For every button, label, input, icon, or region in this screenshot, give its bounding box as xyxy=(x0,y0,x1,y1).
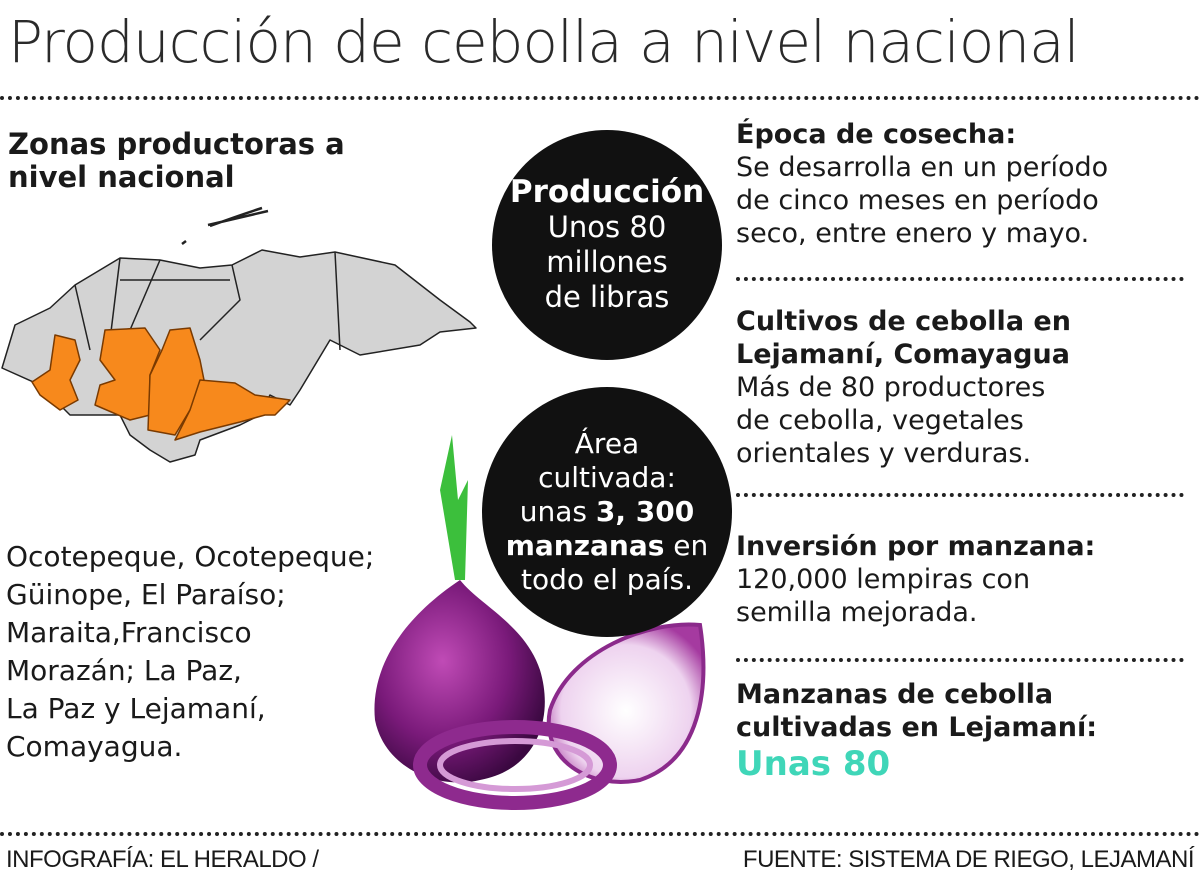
area-text: en xyxy=(664,529,709,562)
divider xyxy=(0,832,1200,836)
zone-line: La Paz y Lejamaní, xyxy=(6,692,266,725)
zones-list: Ocotepeque, Ocotepeque; Güinope, El Para… xyxy=(6,538,374,766)
section-text: Más de 80 productores xyxy=(736,372,1046,403)
section-text: semilla mejorada. xyxy=(736,597,978,628)
area-line: Área xyxy=(574,427,640,460)
divider xyxy=(736,493,1184,497)
honduras-map xyxy=(1,206,477,463)
section-text: Se desarrolla en un período xyxy=(736,152,1109,183)
section-text: 120,000 lempiras con xyxy=(736,564,1031,595)
credit: INFOGRAFÍA: EL HERALDO / xyxy=(6,846,319,873)
section-manzanas: Manzanas de cebolla cultivadas en Lejama… xyxy=(736,678,1156,784)
area-unit: manzanas xyxy=(505,529,665,562)
section-heading: Inversión por manzana: xyxy=(736,531,1096,562)
map-region-el-paraiso xyxy=(174,379,291,441)
divider xyxy=(736,658,1184,662)
area-line: unas 3, 300 xyxy=(482,495,732,529)
area-value: 3, 300 xyxy=(595,495,695,528)
onion-sprout xyxy=(440,435,468,580)
production-line: millones xyxy=(546,245,668,279)
area-line: cultivada: xyxy=(538,461,676,494)
map-region xyxy=(181,206,269,245)
divider xyxy=(0,96,1200,100)
zone-line: Comayagua. xyxy=(6,730,183,763)
section-text: de cinco meses en período xyxy=(736,185,1099,216)
zone-line: Güinope, El Paraíso; xyxy=(6,578,286,611)
onion-bulb xyxy=(374,580,545,783)
page-title: Producción de cebolla a nivel nacional xyxy=(8,8,1080,76)
section-text: de cebolla, vegetales xyxy=(736,405,1024,436)
manzanas-value: Unas 80 xyxy=(736,744,891,784)
onion-half xyxy=(546,622,706,784)
production-title: Producción xyxy=(509,174,705,210)
production-line: Unos 80 xyxy=(547,210,667,244)
divider xyxy=(736,277,1184,281)
area-line: todo el país. xyxy=(520,563,694,596)
zone-line: Morazán; La Paz, xyxy=(6,654,242,687)
section-text: seco, entre enero y mayo. xyxy=(736,218,1090,249)
section-heading: Manzanas de cebolla cultivadas en Lejama… xyxy=(736,679,1098,743)
map-region-la-paz xyxy=(94,327,161,421)
zone-line: Maraita,Francisco xyxy=(6,616,252,649)
section-harvest: Época de cosecha: Se desarrolla en un pe… xyxy=(736,118,1196,250)
onion-illustration xyxy=(374,435,706,810)
section-heading: Cultivos de cebolla en Lejamaní, Comayag… xyxy=(736,306,1071,370)
map-region-ocotepeque xyxy=(31,334,81,411)
map-heading: Zonas productoras a nivel nacional xyxy=(8,127,345,194)
section-text: orientales y verduras. xyxy=(736,438,1032,469)
production-circle: Producción Unos 80 millones de libras xyxy=(492,130,722,360)
source: FUENTE: SISTEMA DE RIEGO, LEJAMANÍ xyxy=(742,846,1195,873)
section-investment: Inversión por manzana: 120,000 lempiras … xyxy=(736,530,1196,629)
onion-ring xyxy=(413,720,617,810)
area-text: unas xyxy=(519,495,596,528)
area-line: manzanas en xyxy=(482,529,732,563)
section-crops: Cultivos de cebolla en Lejamaní, Comayag… xyxy=(736,305,1156,470)
production-line: de libras xyxy=(544,280,670,314)
zone-line: Ocotepeque, Ocotepeque; xyxy=(6,540,375,573)
area-circle: Área cultivada: unas 3, 300 manzanas en … xyxy=(482,387,732,637)
section-heading: Época de cosecha: xyxy=(736,119,1017,150)
